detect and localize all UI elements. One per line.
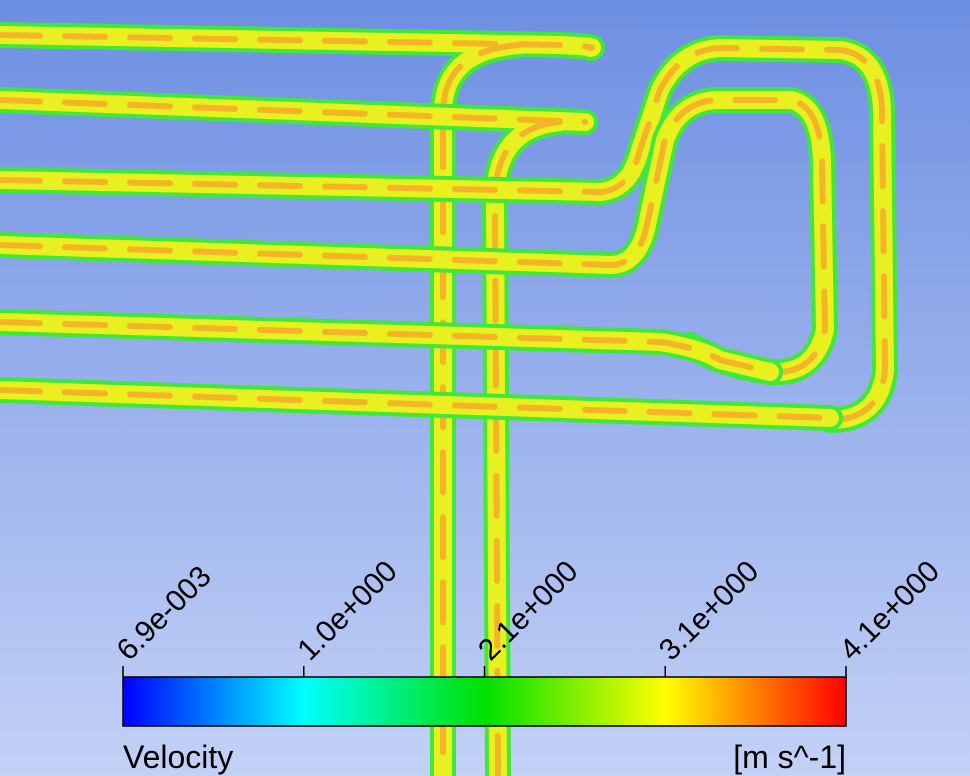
color-bar [122,676,847,727]
legend-title: Velocity [123,739,233,775]
legend-unit: [m s^-1] [733,739,846,775]
